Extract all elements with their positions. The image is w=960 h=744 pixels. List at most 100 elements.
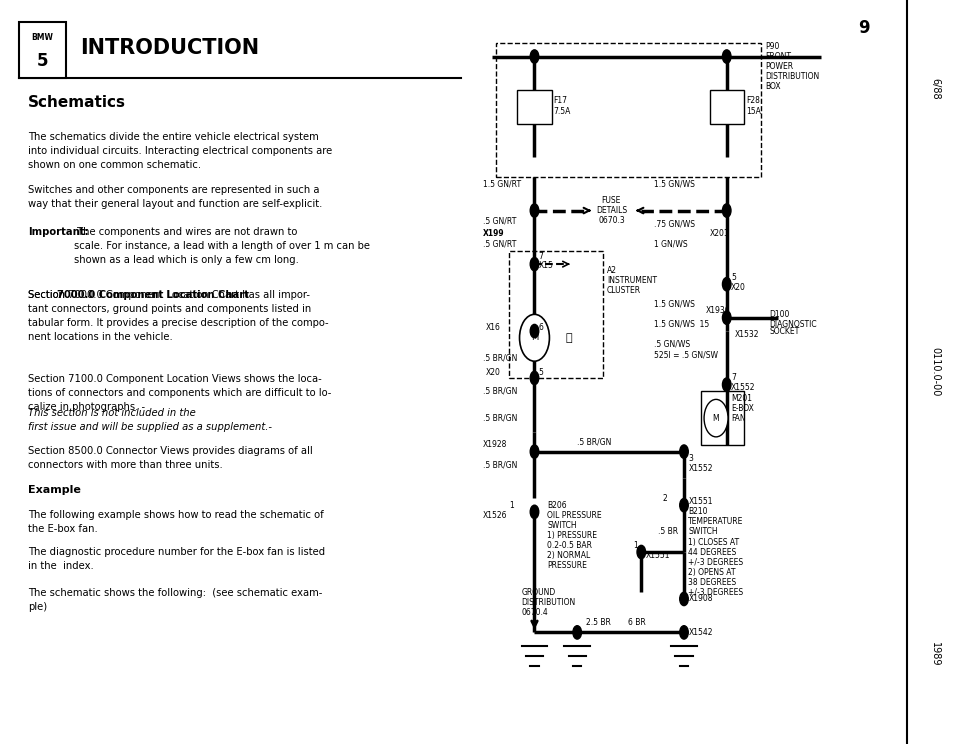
Text: Section: Section: [28, 290, 68, 300]
Text: M: M: [531, 333, 539, 342]
Text: X1552: X1552: [731, 383, 756, 393]
Text: X20: X20: [486, 368, 500, 377]
Text: 2) NORMAL: 2) NORMAL: [547, 551, 590, 560]
Text: +/-3 DEGREES: +/-3 DEGREES: [688, 588, 743, 597]
Circle shape: [530, 445, 539, 458]
Text: 5: 5: [539, 368, 543, 377]
Text: TEMPERATURE: TEMPERATURE: [688, 517, 744, 527]
Circle shape: [637, 545, 645, 559]
Circle shape: [680, 498, 688, 512]
Text: SOCKET: SOCKET: [770, 327, 800, 336]
Text: .5 BR: .5 BR: [659, 527, 679, 536]
Text: PRESSURE: PRESSURE: [547, 561, 588, 570]
Text: 38 DEGREES: 38 DEGREES: [688, 577, 736, 587]
Text: DISTRIBUTION: DISTRIBUTION: [765, 72, 820, 81]
Text: X199: X199: [483, 229, 505, 239]
Text: .5 BR/GN: .5 BR/GN: [577, 437, 612, 446]
Text: DISTRIBUTION: DISTRIBUTION: [521, 597, 576, 607]
Bar: [517, 90, 552, 124]
Circle shape: [723, 278, 731, 291]
Text: 0670.3: 0670.3: [598, 216, 625, 225]
Text: X1928: X1928: [483, 440, 508, 449]
Text: .5 GN/RT: .5 GN/RT: [483, 240, 516, 248]
Text: X20: X20: [731, 283, 746, 292]
Text: +/-3 DEGREES: +/-3 DEGREES: [688, 557, 743, 567]
Text: The components and wires are not drawn to
scale. For instance, a lead with a len: The components and wires are not drawn t…: [74, 227, 370, 265]
Text: P90: P90: [765, 42, 780, 51]
Text: X16: X16: [486, 323, 500, 333]
Text: BOX: BOX: [765, 82, 780, 92]
Text: 2: 2: [662, 494, 667, 503]
Text: 2.5 BR: 2.5 BR: [586, 618, 611, 627]
Text: FRONT: FRONT: [765, 52, 791, 61]
Bar: [709, 90, 744, 124]
Circle shape: [519, 314, 549, 361]
Text: 2) OPENS AT: 2) OPENS AT: [688, 568, 735, 577]
Text: M201: M201: [731, 394, 752, 403]
Text: 7: 7: [539, 251, 543, 260]
Bar: [701, 391, 744, 445]
Text: 5: 5: [36, 52, 48, 71]
Bar: [496, 43, 761, 177]
Text: Switches and other components are represented in such a
way that their general l: Switches and other components are repres…: [28, 185, 323, 208]
Text: 7.5A: 7.5A: [554, 107, 571, 116]
Text: ⛽: ⛽: [565, 333, 572, 343]
Circle shape: [723, 204, 731, 217]
Text: X15: X15: [539, 261, 554, 270]
Text: D100: D100: [770, 310, 790, 319]
Text: B210: B210: [688, 507, 708, 516]
Text: The diagnostic procedure number for the E-box fan is listed
in the  index.: The diagnostic procedure number for the …: [28, 547, 325, 571]
Text: X1551: X1551: [645, 551, 670, 560]
Text: X1542: X1542: [688, 628, 712, 637]
Text: X1551: X1551: [688, 497, 712, 507]
Circle shape: [723, 50, 731, 63]
Text: Section 7100.0 Component Location Views shows the loca-
tions of connectors and : Section 7100.0 Component Location Views …: [28, 374, 331, 412]
Text: 3: 3: [688, 454, 693, 463]
Text: 1.5 GN/WS  15: 1.5 GN/WS 15: [654, 320, 709, 329]
Circle shape: [680, 445, 688, 458]
Text: INTRODUCTION: INTRODUCTION: [80, 39, 259, 58]
Text: M: M: [712, 414, 719, 423]
Text: 7: 7: [731, 373, 736, 382]
Text: 7000.0 Component Location Chart: 7000.0 Component Location Chart: [57, 290, 249, 300]
Text: X1936: X1936: [706, 307, 730, 315]
Text: .75 GN/WS: .75 GN/WS: [654, 219, 695, 228]
Circle shape: [704, 400, 728, 437]
Text: FUSE: FUSE: [602, 196, 621, 205]
Text: 0110.0-00: 0110.0-00: [930, 347, 940, 397]
Text: 5: 5: [731, 273, 736, 282]
Text: F28: F28: [746, 95, 759, 105]
Text: 6/88: 6/88: [930, 78, 940, 100]
Text: .5 BR/GN: .5 BR/GN: [483, 353, 517, 362]
Text: INSTRUMENT: INSTRUMENT: [607, 276, 657, 286]
Text: 1) PRESSURE: 1) PRESSURE: [547, 530, 597, 540]
Text: .5 BR/GN: .5 BR/GN: [483, 461, 517, 469]
Circle shape: [530, 50, 539, 63]
Text: 6 BR: 6 BR: [629, 618, 646, 627]
Text: .5 BR/GN: .5 BR/GN: [483, 387, 517, 396]
Text: Example: Example: [28, 485, 81, 495]
Text: SWITCH: SWITCH: [688, 527, 718, 536]
Text: F17: F17: [554, 95, 567, 105]
Text: 1 GN/WS: 1 GN/WS: [654, 240, 687, 248]
Text: The schematics divide the entire vehicle electrical system
into individual circu: The schematics divide the entire vehicle…: [28, 132, 332, 170]
Circle shape: [530, 371, 539, 385]
Text: The following example shows how to read the schematic of
the E-box fan.: The following example shows how to read …: [28, 510, 324, 533]
Text: 525I = .5 GN/SW: 525I = .5 GN/SW: [654, 350, 718, 359]
Text: The schematic shows the following:  (see schematic exam-
ple): The schematic shows the following: (see …: [28, 588, 323, 612]
Text: GROUND: GROUND: [521, 588, 556, 597]
Circle shape: [723, 311, 731, 324]
Text: E-BOX: E-BOX: [731, 403, 754, 413]
Circle shape: [530, 257, 539, 271]
Text: 1.5 GN/WS: 1.5 GN/WS: [654, 300, 695, 309]
Text: 15A: 15A: [746, 107, 761, 116]
Circle shape: [530, 204, 539, 217]
Circle shape: [530, 505, 539, 519]
Text: B206: B206: [547, 501, 567, 510]
Text: 44 DEGREES: 44 DEGREES: [688, 548, 736, 557]
Circle shape: [680, 592, 688, 606]
Text: POWER: POWER: [765, 62, 793, 71]
Text: Important:: Important:: [28, 227, 89, 237]
Text: .5 GN/RT: .5 GN/RT: [483, 216, 516, 225]
Text: Section 8500.0 Connector Views provides diagrams of all
connectors with more tha: Section 8500.0 Connector Views provides …: [28, 446, 313, 470]
